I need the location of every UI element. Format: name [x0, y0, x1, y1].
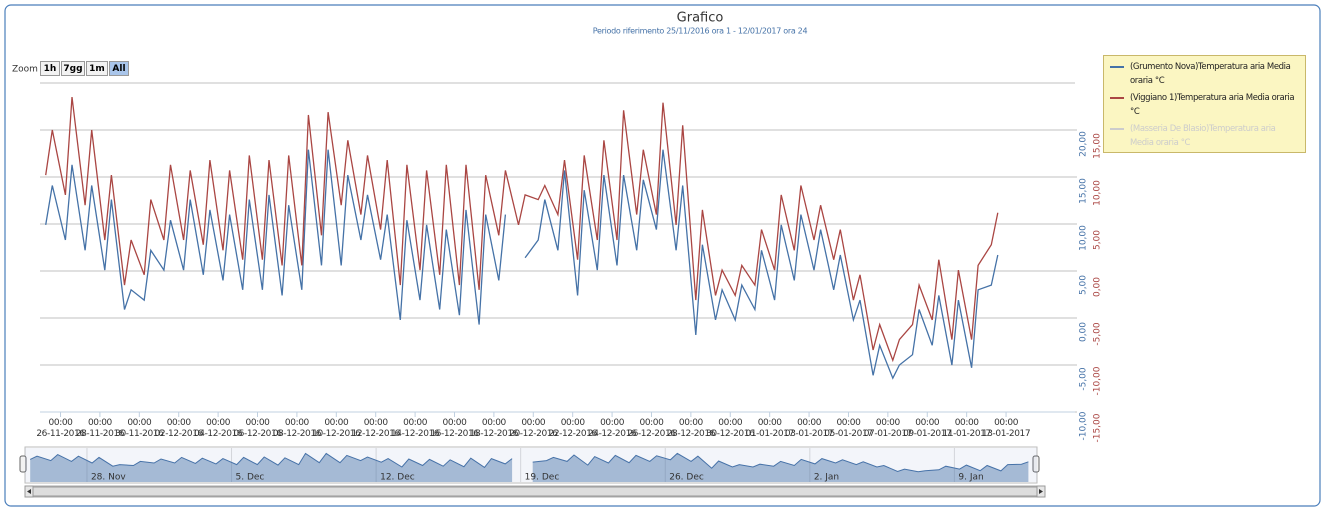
- nav-area: [29, 452, 1029, 473]
- y-tick-label: 15,00: [1079, 178, 1089, 204]
- x-tick-label: 00:00 26-11-2016: [36, 418, 85, 439]
- x-tick-label: 00:00 13-01-2017: [981, 418, 1031, 439]
- nav-handle-left[interactable]: [19, 455, 27, 473]
- x-tick-label: 00:00 28-11-2016: [75, 418, 125, 439]
- x-tick-label: 00:00 10-12-2016: [312, 418, 361, 439]
- legend-text: (Grumento Nova)Temperatura aria Media or…: [1130, 62, 1291, 86]
- x-tick-label: 00:00 12-12-2016: [351, 418, 401, 439]
- series-line: [45, 149, 999, 380]
- y2-tick-label: 0,00: [1093, 277, 1103, 297]
- navigator: [24, 446, 1038, 484]
- series-line: [45, 97, 999, 363]
- x-tick-label: 00:00 05-01-2017: [824, 418, 873, 439]
- nav-tick-label: 19. Dec: [525, 473, 560, 483]
- y-tick-label: -10,00: [1079, 411, 1089, 440]
- y-tick-label: 5,00: [1079, 275, 1089, 295]
- x-tick-label: 00:00 11-01-2017: [942, 418, 992, 439]
- x-tick-label: 00:00 07-01-2017: [863, 418, 913, 439]
- y-tick-label: 20,00: [1079, 131, 1089, 157]
- scrollbar-thumb[interactable]: [29, 486, 1039, 497]
- x-tick-label: 00:00 16-12-2016: [430, 418, 479, 439]
- zoom-button[interactable]: 1h: [40, 61, 60, 76]
- y2-tick-label: -10,00: [1093, 366, 1103, 395]
- x-tick-label: 00:00 20-12-2016: [509, 418, 558, 439]
- zoom-button[interactable]: All: [109, 61, 129, 76]
- zoom-label: Zoom: [12, 65, 38, 75]
- x-tick-label: 00:00 14-12-2016: [390, 418, 440, 439]
- y2-tick-label: -15,00: [1093, 413, 1103, 442]
- nav-tick-label: 28. Nov: [91, 473, 126, 483]
- y-tick-label: -5,00: [1079, 367, 1089, 391]
- nav-tick-label: 5. Dec: [236, 473, 265, 483]
- x-tick-label: 00:00 01-01-2017: [745, 418, 795, 439]
- x-tick-label: 00:00 28-12-2016: [666, 418, 716, 439]
- x-tick-label: 00:00 30-11-2016: [115, 418, 164, 439]
- x-tick-label: 00:00 08-12-2016: [272, 418, 322, 439]
- x-tick-label: 00:00 09-01-2017: [903, 418, 952, 439]
- x-tick-label: 00:00 04-12-2016: [193, 418, 243, 439]
- nav-tick-label: 2. Jan: [814, 473, 839, 483]
- nav-area-fill: [532, 453, 1029, 482]
- zoom-button[interactable]: 1m: [86, 61, 108, 76]
- y-tick-label: 0,00: [1079, 322, 1089, 342]
- chart-title: Grafico: [677, 11, 724, 26]
- x-tick-label: 00:00 30-12-2016: [706, 418, 755, 439]
- x-tick-label: 00:00 22-12-2016: [548, 418, 598, 439]
- nav-tick-label: 26. Dec: [669, 473, 704, 483]
- y-tick-label: 10,00: [1079, 225, 1089, 251]
- legend-swatch: [1110, 97, 1124, 99]
- nav-tick-label: 12. Dec: [380, 473, 415, 483]
- y2-tick-label: 15,00: [1093, 133, 1103, 159]
- legend-item[interactable]: (Masseria De Blasio)Temperatura aria Med…: [1110, 122, 1299, 150]
- x-tick-label: 00:00 24-12-2016: [587, 418, 637, 439]
- legend: (Grumento Nova)Temperatura aria Media or…: [1103, 55, 1306, 153]
- y2-tick-label: 5,00: [1093, 230, 1103, 250]
- nav-area-fill: [30, 453, 513, 482]
- legend-item[interactable]: (Viggiano 1)Temperatura aria Media orari…: [1110, 91, 1299, 119]
- nav-tick-label: 9. Jan: [958, 473, 983, 483]
- legend-swatch: [1110, 128, 1124, 130]
- x-tick-label: 00:00 06-12-2016: [233, 418, 282, 439]
- legend-text: (Viggiano 1)Temperatura aria Media orari…: [1130, 93, 1295, 117]
- y2-tick-label: 10,00: [1093, 180, 1103, 206]
- x-tick-label: 00:00 18-12-2016: [469, 418, 519, 439]
- legend-item[interactable]: (Grumento Nova)Temperatura aria Media or…: [1110, 60, 1299, 88]
- nav-handle-right[interactable]: [1032, 455, 1040, 473]
- x-tick-label: 00:00 26-12-2016: [627, 418, 676, 439]
- legend-text: (Masseria De Blasio)Temperatura aria Med…: [1130, 124, 1276, 148]
- y2-tick-label: -5,00: [1093, 322, 1103, 346]
- zoom-button[interactable]: 7gg: [61, 61, 85, 76]
- chart-subtitle: Periodo riferimento 25/11/2016 ora 1 - 1…: [593, 27, 808, 36]
- nav-mask: [25, 448, 1037, 482]
- x-tick-label: 00:00 02-12-2016: [154, 418, 204, 439]
- x-tick-label: 00:00 03-01-2017: [784, 418, 834, 439]
- legend-swatch: [1110, 66, 1124, 68]
